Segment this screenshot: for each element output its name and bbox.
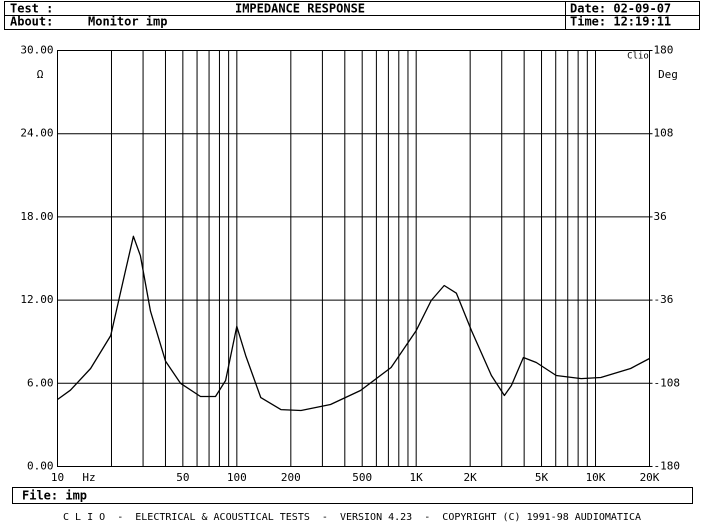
x-tick-label: 5K xyxy=(535,471,549,484)
footer-box xyxy=(12,487,693,504)
y-tick-label: 18.00 xyxy=(20,210,53,223)
annotation: Clio xyxy=(627,52,649,62)
about-label: About: xyxy=(10,15,53,29)
x-tick-label: 50 xyxy=(176,471,189,484)
x-tick-label: 500 xyxy=(352,471,372,484)
y2-axis-label: Deg xyxy=(658,68,678,81)
title: IMPEDANCE RESPONSE xyxy=(235,2,365,16)
x-tick-label: 100 xyxy=(227,471,247,484)
y2-tick-label: -180 xyxy=(654,460,681,473)
y-tick-label: 30.00 xyxy=(20,44,53,57)
time: Time: 12:19:11 xyxy=(570,15,671,29)
y2-tick-label: 108 xyxy=(654,127,674,140)
x-tick-label: 10K xyxy=(586,471,606,484)
credits: C L I O - ELECTRICAL & ACOUSTICAL TESTS … xyxy=(63,512,641,523)
y-tick-label: 24.00 xyxy=(20,127,53,140)
x-tick-label: 200 xyxy=(281,471,301,484)
y-tick-label: 6.00 xyxy=(27,376,54,389)
x-tick-label: 1K xyxy=(410,471,424,484)
test-label: Test : xyxy=(10,2,53,16)
impedance-curve xyxy=(57,235,650,412)
y2-tick-label: -108 xyxy=(654,376,681,389)
y2-tick-label: -36 xyxy=(654,293,674,306)
y2-tick-label: 180 xyxy=(654,44,674,57)
x-axis-label: Hz xyxy=(82,471,95,484)
x-tick-label: 2K xyxy=(464,471,478,484)
y-tick-label: 0.00 xyxy=(27,460,54,473)
y2-tick-label: 36 xyxy=(654,210,667,223)
x-tick-label: 10 xyxy=(51,471,64,484)
y-tick-label: 12.00 xyxy=(20,293,53,306)
x-tick-label: 20K xyxy=(640,471,660,484)
file: File: imp xyxy=(22,489,87,503)
date: Date: 02-09-07 xyxy=(570,2,671,16)
y-axis-label: Ω xyxy=(37,68,44,81)
about: Monitor imp xyxy=(88,15,167,29)
